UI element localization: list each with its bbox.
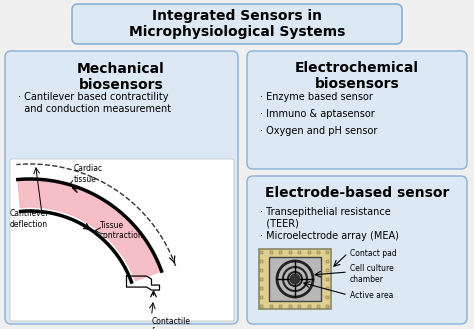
- Bar: [327, 250, 329, 254]
- Bar: [279, 250, 283, 254]
- Bar: [289, 305, 292, 308]
- Text: · Transepithelial resistance
  (TEER): · Transepithelial resistance (TEER): [260, 207, 391, 229]
- Bar: [269, 257, 321, 301]
- Bar: [317, 250, 320, 254]
- Bar: [261, 305, 264, 308]
- Text: Active area: Active area: [350, 291, 393, 300]
- Bar: [327, 268, 329, 271]
- Text: · Cantilever based contractility
  and conduction measurement: · Cantilever based contractility and con…: [18, 92, 171, 114]
- Text: Cardiac
tissue: Cardiac tissue: [74, 164, 103, 184]
- Bar: [270, 250, 273, 254]
- Text: Contact pad: Contact pad: [350, 248, 397, 258]
- Bar: [298, 250, 301, 254]
- Bar: [317, 305, 320, 308]
- Text: Electrode-based sensor: Electrode-based sensor: [265, 186, 449, 200]
- Bar: [261, 268, 264, 271]
- Bar: [308, 305, 310, 308]
- Bar: [327, 260, 329, 263]
- Bar: [289, 250, 292, 254]
- Bar: [261, 287, 264, 290]
- Bar: [270, 305, 273, 308]
- FancyBboxPatch shape: [259, 249, 331, 309]
- FancyBboxPatch shape: [247, 51, 467, 169]
- Text: Integrated Sensors in
Microphysiological Systems: Integrated Sensors in Microphysiological…: [129, 9, 345, 39]
- Text: Tissue
contraction: Tissue contraction: [100, 221, 144, 240]
- Bar: [279, 305, 283, 308]
- FancyBboxPatch shape: [247, 176, 467, 324]
- Text: Electrochemical
biosensors: Electrochemical biosensors: [295, 61, 419, 91]
- Bar: [298, 305, 301, 308]
- Bar: [308, 250, 310, 254]
- Bar: [327, 277, 329, 281]
- Text: · Microelectrode array (MEA): · Microelectrode array (MEA): [260, 231, 399, 241]
- Text: Cell culture
chamber: Cell culture chamber: [350, 264, 394, 284]
- Text: · Immuno & aptasensor: · Immuno & aptasensor: [260, 109, 375, 119]
- Text: Contactile
force
measurement: Contactile force measurement: [152, 317, 205, 329]
- Text: · Enzyme based sensor: · Enzyme based sensor: [260, 92, 373, 102]
- Polygon shape: [18, 181, 160, 281]
- FancyBboxPatch shape: [10, 159, 234, 321]
- Bar: [261, 250, 264, 254]
- Bar: [261, 295, 264, 298]
- Text: Cantilever
deflection: Cantilever deflection: [10, 209, 49, 229]
- Bar: [327, 287, 329, 290]
- Bar: [261, 277, 264, 281]
- FancyBboxPatch shape: [5, 51, 238, 324]
- FancyBboxPatch shape: [72, 4, 402, 44]
- Text: Mechanical
biosensors: Mechanical biosensors: [77, 62, 165, 92]
- Bar: [327, 295, 329, 298]
- Text: · Oxygen and pH sensor: · Oxygen and pH sensor: [260, 126, 377, 136]
- Circle shape: [290, 274, 300, 284]
- Bar: [261, 260, 264, 263]
- Bar: [327, 305, 329, 308]
